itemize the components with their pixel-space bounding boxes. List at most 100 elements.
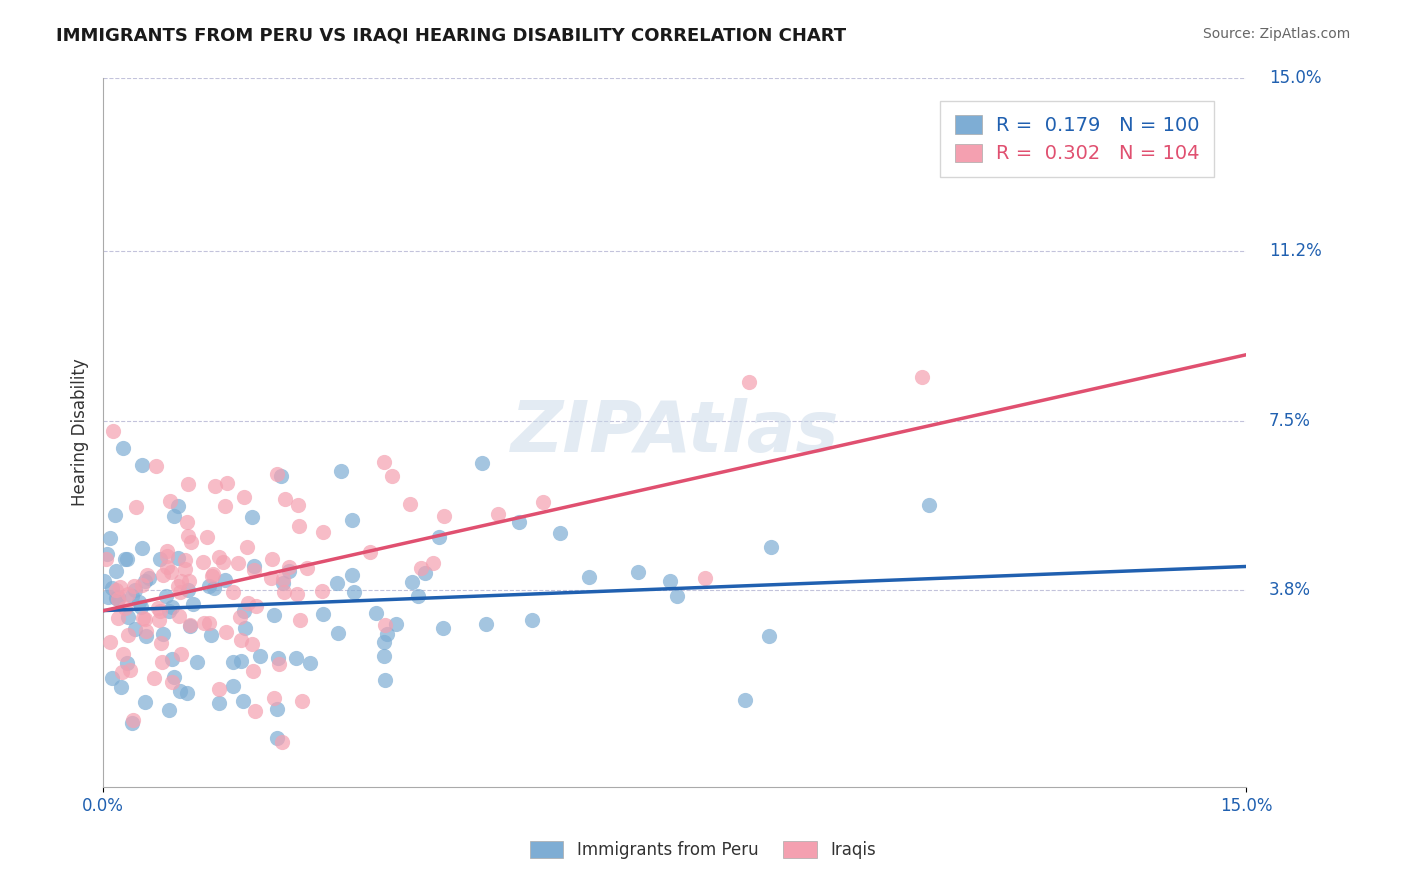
Point — [340, 568, 363, 582]
Point — [263, 607, 285, 622]
Point — [111, 442, 134, 456]
Point — [401, 574, 423, 589]
Point — [215, 624, 238, 639]
Point — [249, 648, 271, 663]
Point — [285, 587, 308, 601]
Point — [299, 656, 322, 670]
Point — [311, 584, 333, 599]
Point — [214, 573, 236, 587]
Point — [364, 607, 387, 621]
Point — [911, 370, 934, 384]
Text: 7.5%: 7.5% — [1270, 412, 1310, 430]
Point — [135, 624, 157, 638]
Point — [111, 647, 134, 661]
Point — [117, 609, 139, 624]
Point — [167, 579, 190, 593]
Point — [107, 592, 129, 607]
Point — [131, 599, 153, 614]
Point — [278, 560, 301, 574]
Point — [111, 665, 134, 679]
Point — [104, 591, 127, 605]
Point — [738, 375, 761, 389]
Point — [433, 508, 456, 523]
Point — [115, 656, 138, 670]
Point — [342, 513, 364, 527]
Point — [221, 584, 243, 599]
Point — [169, 585, 191, 599]
Text: 15.0%: 15.0% — [1270, 69, 1322, 87]
Point — [233, 604, 256, 618]
Point — [121, 590, 143, 604]
Point — [200, 628, 222, 642]
Point — [152, 626, 174, 640]
Point — [471, 456, 494, 470]
Point — [918, 498, 941, 512]
Point — [105, 582, 128, 597]
Legend: R =  0.179   N = 100, R =  0.302   N = 104: R = 0.179 N = 100, R = 0.302 N = 104 — [941, 101, 1215, 178]
Point — [406, 589, 429, 603]
Point — [377, 627, 399, 641]
Point — [229, 632, 252, 647]
Point — [148, 613, 170, 627]
Point — [162, 651, 184, 665]
Point — [155, 589, 177, 603]
Point — [176, 686, 198, 700]
Point — [101, 581, 124, 595]
Point — [138, 571, 160, 585]
Point — [110, 680, 132, 694]
Point — [226, 556, 249, 570]
Point — [177, 529, 200, 543]
Point — [117, 586, 139, 600]
Point — [665, 589, 688, 603]
Point — [145, 459, 167, 474]
Point — [229, 654, 252, 668]
Point — [121, 713, 143, 727]
Text: ZIPAtlas: ZIPAtlas — [510, 398, 839, 467]
Point — [266, 467, 288, 481]
Point — [222, 655, 245, 669]
Point — [107, 592, 129, 607]
Point — [242, 563, 264, 577]
Point — [108, 580, 131, 594]
Point — [229, 610, 252, 624]
Point — [173, 562, 195, 576]
Point — [233, 491, 256, 505]
Point — [385, 616, 408, 631]
Point — [128, 595, 150, 609]
Point — [176, 583, 198, 598]
Point — [177, 574, 200, 589]
Point — [208, 549, 231, 564]
Point — [271, 572, 294, 586]
Point — [136, 567, 159, 582]
Point — [174, 553, 197, 567]
Point — [176, 477, 198, 491]
Point — [180, 535, 202, 549]
Point — [117, 628, 139, 642]
Point — [758, 629, 780, 643]
Point — [413, 566, 436, 581]
Point — [658, 574, 681, 589]
Point — [214, 500, 236, 514]
Point — [287, 499, 309, 513]
Text: Source: ZipAtlas.com: Source: ZipAtlas.com — [1202, 27, 1350, 41]
Point — [259, 571, 281, 585]
Point — [343, 585, 366, 599]
Text: IMMIGRANTS FROM PERU VS IRAQI HEARING DISABILITY CORRELATION CHART: IMMIGRANTS FROM PERU VS IRAQI HEARING DI… — [56, 27, 846, 45]
Point — [179, 618, 201, 632]
Point — [101, 671, 124, 685]
Point — [124, 582, 146, 597]
Point — [263, 691, 285, 706]
Point — [131, 577, 153, 591]
Point — [285, 651, 308, 665]
Point — [118, 663, 141, 677]
Point — [204, 478, 226, 492]
Point — [240, 637, 263, 651]
Point — [475, 617, 498, 632]
Point — [193, 615, 215, 630]
Point — [160, 674, 183, 689]
Point — [186, 656, 208, 670]
Point — [734, 693, 756, 707]
Point — [201, 569, 224, 583]
Point — [550, 526, 572, 541]
Point — [191, 555, 214, 569]
